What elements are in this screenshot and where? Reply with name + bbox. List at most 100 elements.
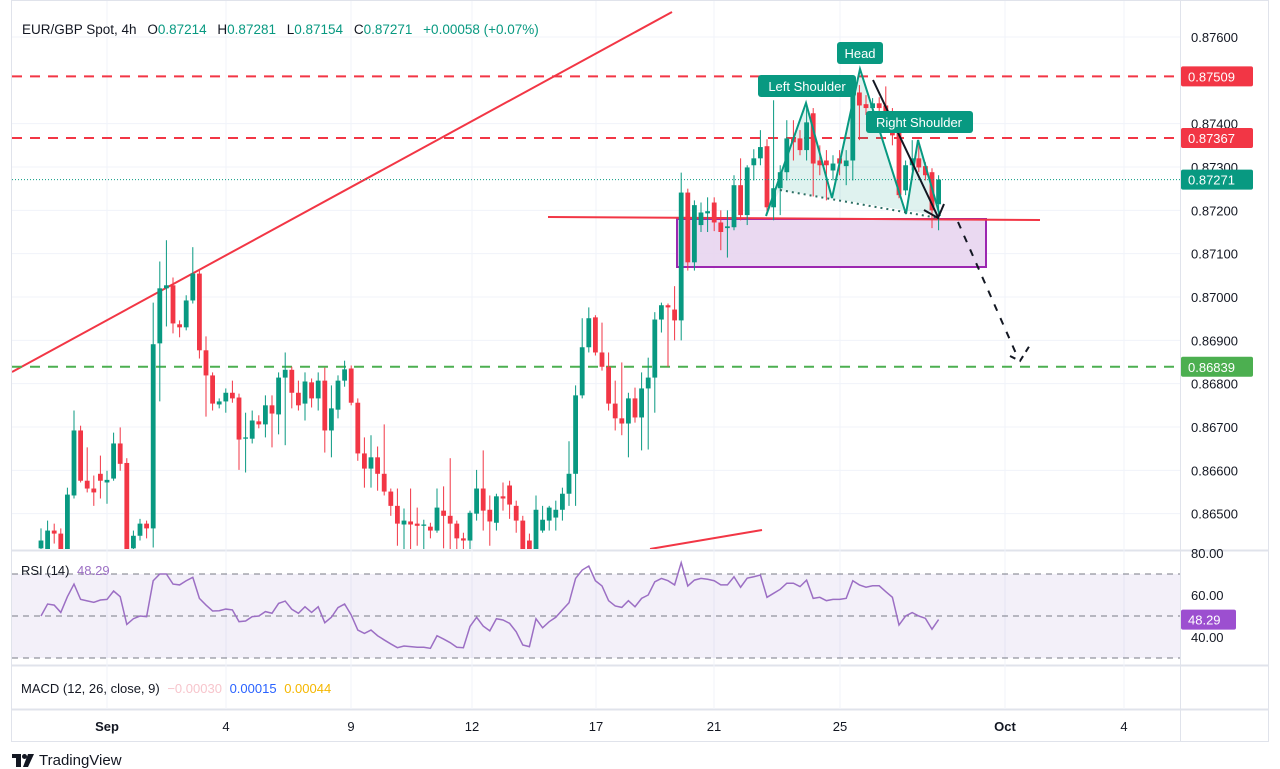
candle[interactable]	[797, 130, 803, 156]
candle[interactable]	[157, 261, 163, 402]
candle[interactable]	[190, 247, 196, 304]
candle[interactable]	[678, 172, 684, 341]
candle[interactable]	[335, 375, 341, 419]
candle[interactable]	[315, 372, 321, 411]
candle[interactable]	[441, 486, 446, 549]
candle[interactable]	[579, 318, 585, 399]
candle[interactable]	[487, 495, 493, 546]
candle[interactable]	[348, 365, 354, 406]
candle[interactable]	[520, 515, 526, 553]
candle[interactable]	[461, 532, 466, 551]
candle[interactable]	[362, 437, 367, 488]
candle[interactable]	[599, 322, 605, 371]
candle[interactable]	[263, 395, 268, 438]
candle[interactable]	[903, 160, 908, 196]
candle[interactable]	[540, 505, 545, 533]
macd-legend[interactable]: MACD (12, 26, close, 9) −0.00030 0.00015…	[21, 681, 331, 696]
candle[interactable]	[546, 505, 552, 531]
pattern-neckline-dotted[interactable]	[779, 189, 939, 219]
candle[interactable]	[296, 380, 301, 411]
candle[interactable]	[289, 366, 295, 409]
candle[interactable]	[256, 415, 262, 429]
candle[interactable]	[553, 500, 559, 531]
candle[interactable]	[454, 520, 460, 551]
candle[interactable]	[183, 295, 189, 331]
candle[interactable]	[276, 372, 281, 435]
tradingview-logo[interactable]: TradingView	[12, 752, 122, 769]
candle[interactable]	[593, 315, 598, 356]
candle[interactable]	[480, 450, 486, 531]
candle[interactable]	[698, 202, 704, 232]
candle[interactable]	[500, 482, 506, 511]
candle[interactable]	[725, 210, 730, 258]
candle[interactable]	[111, 432, 116, 481]
candle[interactable]	[203, 336, 209, 417]
candle[interactable]	[230, 380, 235, 403]
candle[interactable]	[408, 488, 413, 551]
candle[interactable]	[329, 385, 334, 458]
candle[interactable]	[124, 458, 130, 552]
candle[interactable]	[758, 130, 763, 166]
candle[interactable]	[150, 302, 156, 548]
candle[interactable]	[428, 522, 433, 539]
candle[interactable]	[381, 424, 387, 496]
candle[interactable]	[216, 398, 222, 409]
candle[interactable]	[494, 493, 499, 531]
candle[interactable]	[685, 188, 691, 271]
candle[interactable]	[51, 523, 57, 544]
candle[interactable]	[71, 410, 77, 499]
candle[interactable]	[342, 360, 347, 387]
label-left-shoulder[interactable]: Left Shoulder	[758, 75, 856, 97]
candle[interactable]	[830, 155, 836, 181]
candle[interactable]	[91, 475, 97, 506]
candle[interactable]	[137, 518, 143, 541]
candle[interactable]	[170, 277, 176, 334]
candle[interactable]	[98, 455, 103, 499]
candle[interactable]	[65, 487, 70, 553]
candle[interactable]	[249, 410, 255, 444]
candle[interactable]	[936, 175, 941, 231]
candle[interactable]	[421, 519, 427, 551]
candle[interactable]	[527, 533, 532, 553]
label-right-shoulder[interactable]: Right Shoulder	[866, 111, 973, 133]
candle[interactable]	[45, 520, 50, 553]
candle[interactable]	[368, 435, 374, 488]
candle[interactable]	[58, 528, 64, 552]
candle[interactable]	[322, 367, 328, 453]
candle[interactable]	[197, 270, 202, 359]
candle[interactable]	[243, 412, 248, 473]
candle[interactable]	[586, 307, 592, 353]
candle[interactable]	[269, 395, 275, 448]
symbol-legend[interactable]: EUR/GBP Spot, 4h O0.87214 H0.87281 L0.87…	[22, 22, 539, 37]
candle[interactable]	[164, 240, 169, 327]
candle[interactable]	[513, 500, 519, 533]
candle[interactable]	[104, 470, 110, 504]
candle[interactable]	[467, 510, 473, 551]
candle[interactable]	[507, 480, 512, 519]
candle[interactable]	[38, 528, 44, 550]
candle[interactable]	[639, 372, 644, 451]
candle[interactable]	[144, 520, 149, 539]
candle[interactable]	[771, 100, 776, 221]
rising-trendline[interactable]	[12, 11, 673, 373]
candle[interactable]	[645, 357, 651, 450]
candle[interactable]	[705, 197, 710, 232]
candle[interactable]	[810, 108, 816, 197]
rsi-legend[interactable]: RSI (14) 48.29	[21, 563, 110, 578]
candle[interactable]	[711, 197, 717, 232]
candle[interactable]	[355, 398, 361, 461]
candle[interactable]	[672, 286, 677, 341]
candle[interactable]	[857, 85, 862, 141]
support-zone-rectangle[interactable]	[676, 218, 987, 268]
candle[interactable]	[474, 469, 479, 521]
candle[interactable]	[665, 303, 671, 367]
candle[interactable]	[738, 158, 743, 221]
candle[interactable]	[401, 508, 407, 550]
candle[interactable]	[434, 488, 440, 533]
candle[interactable]	[533, 495, 539, 552]
candle[interactable]	[632, 387, 638, 423]
candle[interactable]	[84, 447, 90, 493]
candle[interactable]	[764, 139, 770, 213]
candle[interactable]	[652, 312, 658, 413]
